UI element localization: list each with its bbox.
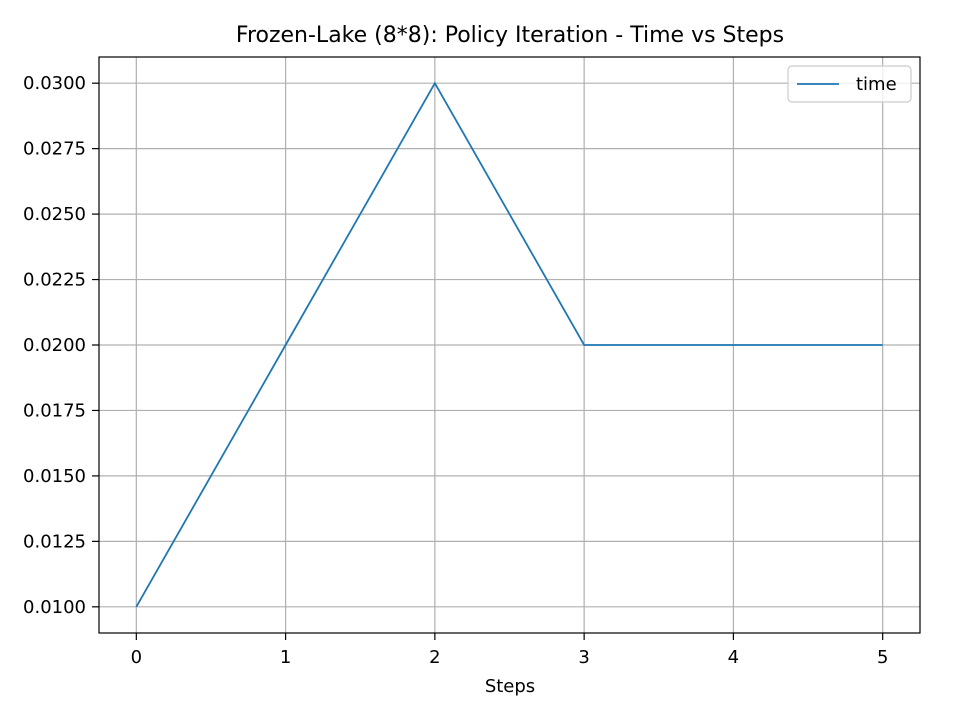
legend-label-time: time — [856, 74, 897, 95]
y-tick-label: 0.0275 — [23, 139, 86, 160]
x-tick-label: 1 — [280, 647, 291, 668]
y-tick-label: 0.0250 — [23, 204, 86, 225]
y-tick-label: 0.0225 — [23, 270, 86, 291]
x-tick-label: 2 — [429, 647, 440, 668]
x-tick-label: 3 — [578, 647, 589, 668]
tick-layer: 0 1 2 3 4 5 0.0100 0.0125 0.0150 0.0175 0.0200 0.02… — [23, 73, 888, 668]
series-layer — [135, 81, 883, 608]
y-tick-label: 0.0200 — [23, 335, 86, 356]
y-tick-label: 0.0100 — [23, 597, 86, 618]
x-tick-label: 4 — [728, 647, 739, 668]
x-axis-label: Steps — [485, 676, 535, 697]
series-line-time — [135, 81, 883, 608]
y-tick-label: 0.0150 — [23, 466, 86, 487]
legend: time — [787, 65, 912, 103]
chart-title: Frozen-Lake (8*8): Policy Iteration - Ti… — [236, 23, 784, 48]
x-tick-label: 5 — [877, 647, 888, 668]
legend-frame — [787, 65, 912, 103]
y-tick-label: 0.0175 — [23, 400, 86, 421]
y-tick-label: 0.0125 — [23, 531, 86, 552]
y-tick-label: 0.0300 — [23, 73, 86, 94]
x-tick-label: 0 — [131, 647, 142, 668]
